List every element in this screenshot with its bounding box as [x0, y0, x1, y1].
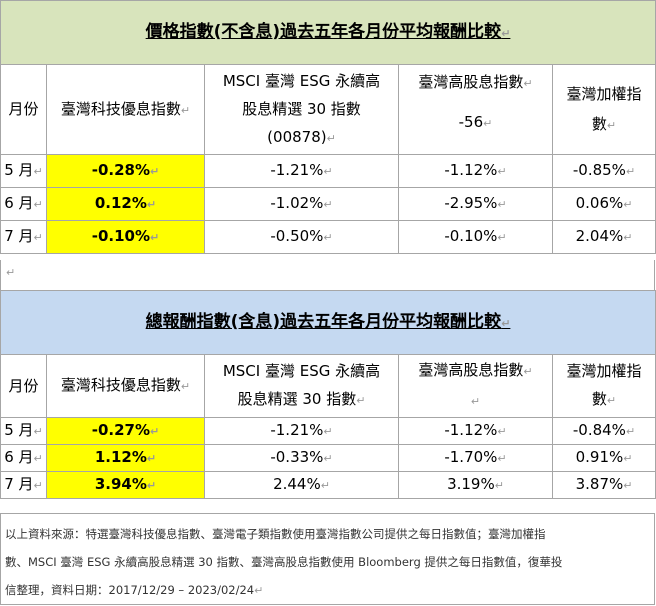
- month-cell: 7 月↵: [0, 220, 47, 254]
- table-row: 6 月↵ 0.12%↵ -1.02%↵ -2.95%↵ 0.06%↵: [0, 187, 656, 221]
- total-return-title: 總報酬指數(含息)過去五年各月份平均報酬比較↵: [0, 290, 656, 355]
- msci-cell: -0.50%↵: [204, 220, 399, 254]
- tech-cell: 0.12%↵: [46, 187, 205, 221]
- header-tech: 臺灣科技優息指數↵: [46, 354, 205, 418]
- high-div-cell: -1.70%↵: [398, 444, 553, 472]
- high-div-cell: -0.10%↵: [398, 220, 553, 254]
- high-div-cell: -2.95%↵: [398, 187, 553, 221]
- month-cell: 7 月↵: [0, 471, 47, 499]
- price-index-table: 價格指數(不含息)過去五年各月份平均報酬比較↵ 月份 臺灣科技優息指數↵ MSC…: [0, 0, 656, 254]
- header-msci: MSCI 臺灣 ESG 永續高 股息精選 30 指數↵: [204, 354, 399, 418]
- taiex-cell: -0.84%↵: [551, 417, 656, 445]
- table-row: 7 月↵ 3.94%↵ 2.44%↵ 3.19%↵ 3.87%↵: [0, 471, 656, 499]
- header-tech: 臺灣科技優息指數↵: [46, 64, 205, 155]
- msci-cell: -1.21%↵: [204, 154, 399, 188]
- price-index-title: 價格指數(不含息)過去五年各月份平均報酬比較↵: [0, 0, 656, 65]
- header-msci: MSCI 臺灣 ESG 永續高 股息精選 30 指數 (00878)↵: [204, 64, 399, 155]
- tech-cell: -0.10%↵: [46, 220, 205, 254]
- taiex-cell: 2.04%↵: [551, 220, 656, 254]
- header-high-dividend: 臺灣高股息指數↵ ↵: [398, 354, 553, 418]
- msci-cell: -0.33%↵: [204, 444, 399, 472]
- header-high-dividend: 臺灣高股息指數↵ -56↵: [398, 64, 553, 155]
- taiex-cell: 3.87%↵: [551, 471, 656, 499]
- month-cell: 6 月↵: [0, 187, 47, 221]
- month-cell: 5 月↵: [0, 417, 47, 445]
- total-return-table: 總報酬指數(含息)過去五年各月份平均報酬比較↵ 月份 臺灣科技優息指數↵ MSC…: [0, 290, 656, 499]
- tech-cell: 1.12%↵: [46, 444, 205, 472]
- month-cell: 5 月↵: [0, 154, 47, 188]
- taiex-cell: -0.85%↵: [551, 154, 656, 188]
- table-row: 5 月↵ -0.27%↵ -1.21%↵ -1.12%↵ -0.84%↵: [0, 417, 656, 445]
- header-month: 月份: [0, 64, 47, 155]
- header-taiex: 臺灣加權指 數↵: [551, 354, 656, 418]
- table-row: 5 月↵ -0.28%↵ -1.21%↵ -1.12%↵ -0.85%↵: [0, 154, 656, 188]
- spacer-row: ↵: [0, 260, 655, 290]
- high-div-cell: 3.19%↵: [398, 471, 553, 499]
- high-div-cell: -1.12%↵: [398, 417, 553, 445]
- msci-cell: 2.44%↵: [204, 471, 399, 499]
- header-month: 月份: [0, 354, 47, 418]
- taiex-cell: 0.91%↵: [551, 444, 656, 472]
- tech-cell: 3.94%↵: [46, 471, 205, 499]
- taiex-cell: 0.06%↵: [551, 187, 656, 221]
- msci-cell: -1.21%↵: [204, 417, 399, 445]
- source-footnote: 以上資料來源：特選臺灣科技優息指數、臺灣電子類指數使用臺灣指數公司提供之每日指數…: [0, 513, 655, 605]
- month-cell: 6 月↵: [0, 444, 47, 472]
- table-row: 6 月↵ 1.12%↵ -0.33%↵ -1.70%↵ 0.91%↵: [0, 444, 656, 472]
- tech-cell: -0.27%↵: [46, 417, 205, 445]
- msci-cell: -1.02%↵: [204, 187, 399, 221]
- high-div-cell: -1.12%↵: [398, 154, 553, 188]
- tech-cell: -0.28%↵: [46, 154, 205, 188]
- table-row: 7 月↵ -0.10%↵ -0.50%↵ -0.10%↵ 2.04%↵: [0, 220, 656, 254]
- header-taiex: 臺灣加權指 數↵: [551, 64, 656, 155]
